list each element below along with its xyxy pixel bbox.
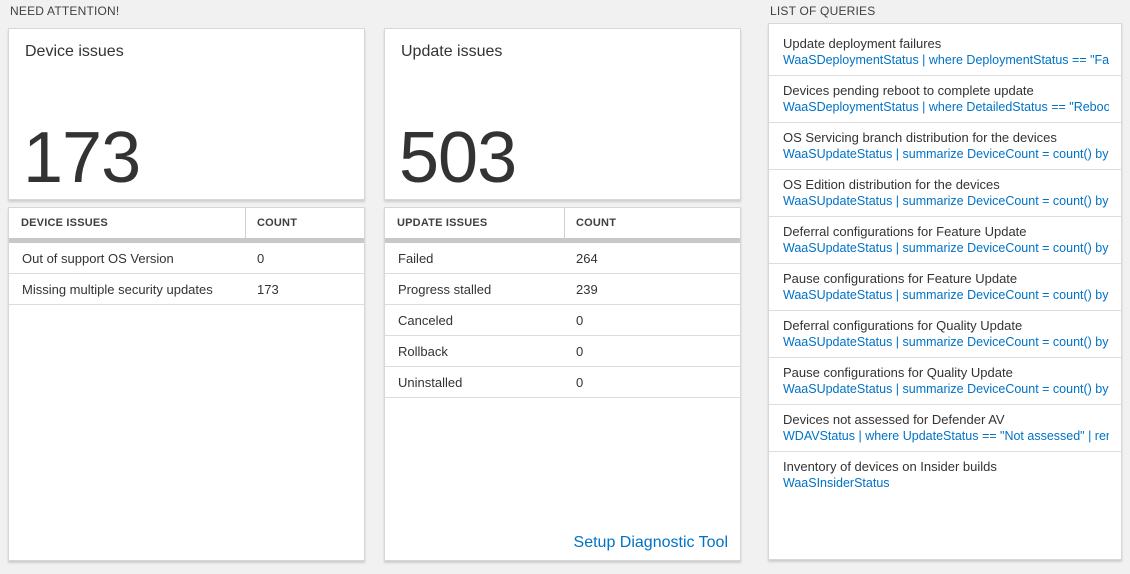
query-title: Devices not assessed for Defender AV [783,412,1005,427]
query-list-item[interactable]: Deferral configurations for Feature Upda… [769,217,1121,264]
row-count: 0 [576,312,584,328]
device-issues-tile[interactable]: Device issues 173 [8,28,365,200]
table-row[interactable]: Canceled 0 [385,305,740,336]
row-count: 239 [576,281,598,297]
update-issues-table-header: UPDATE ISSUES COUNT [385,208,740,238]
column-header-count: COUNT [257,217,298,229]
query-title: Pause configurations for Feature Update [783,271,1018,286]
row-count: 173 [257,281,279,297]
query-title: Deferral configurations for Quality Upda… [783,318,1023,333]
list-of-queries-panel: Update deployment failures WaaSDeploymen… [768,23,1122,560]
device-issues-table: DEVICE ISSUES COUNT Out of support OS Ve… [8,207,365,561]
table-header-separator [385,238,740,243]
row-label: Progress stalled [398,281,492,297]
query-list-item[interactable]: Pause configurations for Quality Update … [769,358,1121,405]
query-code-link[interactable]: WaaSUpdateStatus | summarize DeviceCount… [783,194,1109,208]
need-attention-section-title: NEED ATTENTION! [10,4,120,18]
list-of-queries-section-title: LIST OF QUERIES [770,4,876,18]
table-row[interactable]: Uninstalled 0 [385,367,740,398]
row-label: Canceled [398,312,453,328]
row-count: 0 [257,250,265,266]
query-title: Deferral configurations for Feature Upda… [783,224,1027,239]
query-code-link[interactable]: WaaSInsiderStatus [783,476,890,490]
query-code-link[interactable]: WaaSDeploymentStatus | where DeploymentS… [783,53,1109,67]
row-label: Uninstalled [398,374,463,390]
table-row[interactable]: Failed 264 [385,243,740,274]
table-row[interactable]: Missing multiple security updates 173 [9,274,364,305]
query-title: Pause configurations for Quality Update [783,365,1013,380]
row-label: Rollback [398,343,448,359]
query-code-link[interactable]: WaaSUpdateStatus | summarize DeviceCount… [783,288,1109,302]
update-issues-tile[interactable]: Update issues 503 [384,28,741,200]
query-list-item[interactable]: Devices not assessed for Defender AV WDA… [769,405,1121,452]
query-title: Update deployment failures [783,36,942,51]
row-label: Failed [398,250,434,266]
query-code-link[interactable]: WaaSUpdateStatus | summarize DeviceCount… [783,147,1109,161]
column-header-device-issues: DEVICE ISSUES [9,208,246,238]
table-header-separator [9,238,364,243]
query-title: OS Servicing branch distribution for the… [783,130,1057,145]
query-title: OS Edition distribution for the devices [783,177,1000,192]
query-code-link[interactable]: WDAVStatus | where UpdateStatus == "Not … [783,429,1109,443]
row-label: Missing multiple security updates [22,281,213,297]
column-header-update-issues: UPDATE ISSUES [385,208,565,238]
query-list-item[interactable]: OS Edition distribution for the devices … [769,170,1121,217]
table-row[interactable]: Progress stalled 239 [385,274,740,305]
row-label: Out of support OS Version [22,250,174,266]
query-list-item[interactable]: Devices pending reboot to complete updat… [769,76,1121,123]
table-row[interactable]: Rollback 0 [385,336,740,367]
device-issues-table-header: DEVICE ISSUES COUNT [9,208,364,238]
update-issues-count: 503 [399,118,517,199]
query-list-item[interactable]: OS Servicing branch distribution for the… [769,123,1121,170]
query-list-item[interactable]: Inventory of devices on Insider builds W… [769,452,1121,499]
setup-diagnostic-tool-link[interactable]: Setup Diagnostic Tool [573,534,728,551]
query-list-item[interactable]: Deferral configurations for Quality Upda… [769,311,1121,358]
table-row[interactable]: Out of support OS Version 0 [9,243,364,274]
update-issues-tile-title: Update issues [401,43,503,60]
device-issues-tile-title: Device issues [25,43,124,60]
query-list-item[interactable]: Pause configurations for Feature Update … [769,264,1121,311]
query-title: Devices pending reboot to complete updat… [783,83,1034,98]
row-count: 0 [576,374,584,390]
device-issues-count: 173 [23,118,141,199]
query-code-link[interactable]: WaaSDeploymentStatus | where DetailedSta… [783,100,1109,114]
query-code-link[interactable]: WaaSUpdateStatus | summarize DeviceCount… [783,241,1109,255]
column-header-count: COUNT [576,217,617,229]
query-code-link[interactable]: WaaSUpdateStatus | summarize DeviceCount… [783,382,1109,396]
row-count: 0 [576,343,584,359]
update-issues-table: UPDATE ISSUES COUNT Failed 264 Progress … [384,207,741,561]
query-list-item[interactable]: Update deployment failures WaaSDeploymen… [769,29,1121,76]
query-title: Inventory of devices on Insider builds [783,459,997,474]
row-count: 264 [576,250,598,266]
query-code-link[interactable]: WaaSUpdateStatus | summarize DeviceCount… [783,335,1109,349]
